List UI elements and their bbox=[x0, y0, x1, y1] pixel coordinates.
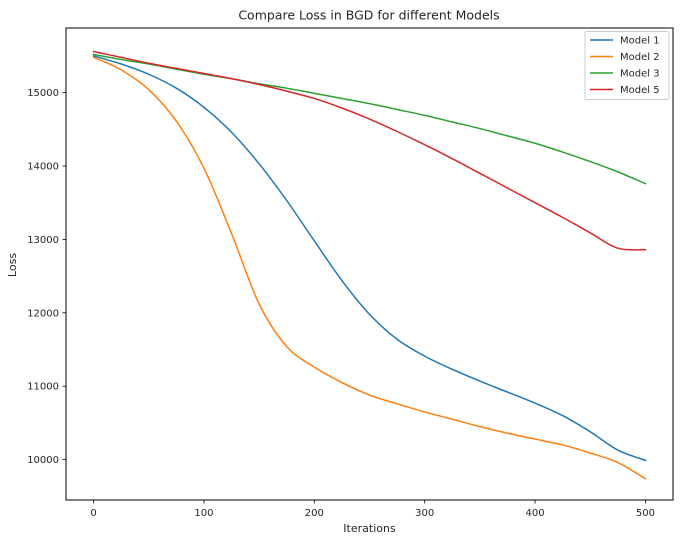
y-axis-label: Loss bbox=[6, 253, 19, 277]
x-tick-label: 0 bbox=[90, 508, 96, 519]
series-line-model-5 bbox=[92, 50, 647, 251]
series-line-model-1 bbox=[92, 54, 647, 462]
y-tick-label: 14000 bbox=[27, 162, 59, 173]
y-tick-label: 11000 bbox=[27, 382, 59, 393]
legend-label: Model 2 bbox=[620, 52, 660, 63]
x-axis-label: Iterations bbox=[343, 522, 396, 535]
x-tick-label: 400 bbox=[525, 508, 544, 519]
y-tick-label: 12000 bbox=[27, 308, 59, 319]
legend-label: Model 5 bbox=[620, 85, 660, 96]
chart-title: Compare Loss in BGD for different Models bbox=[238, 8, 499, 23]
legend-frame bbox=[584, 31, 670, 100]
legend-items: Model 1 Model 2 Model 3 Model 5 bbox=[590, 36, 660, 96]
legend-label: Model 3 bbox=[620, 69, 660, 80]
y-tick-label: 13000 bbox=[27, 235, 59, 246]
series-line-model-2 bbox=[92, 56, 647, 480]
x-axis-ticks: 0 100 200 300 400 500 bbox=[90, 500, 655, 519]
y-tick-label: 15000 bbox=[27, 88, 59, 99]
x-tick-label: 300 bbox=[415, 508, 434, 519]
x-tick-label: 500 bbox=[636, 508, 655, 519]
legend-label: Model 1 bbox=[620, 36, 660, 47]
y-tick-label: 10000 bbox=[27, 455, 59, 466]
y-axis-ticks: 10000 11000 12000 13000 14000 15000 bbox=[27, 88, 66, 466]
plot-lines bbox=[92, 50, 647, 480]
legend: Model 1 Model 2 Model 3 Model 5 bbox=[584, 31, 670, 100]
x-tick-label: 100 bbox=[194, 508, 213, 519]
x-tick-label: 200 bbox=[305, 508, 324, 519]
plot-frame bbox=[65, 27, 674, 501]
